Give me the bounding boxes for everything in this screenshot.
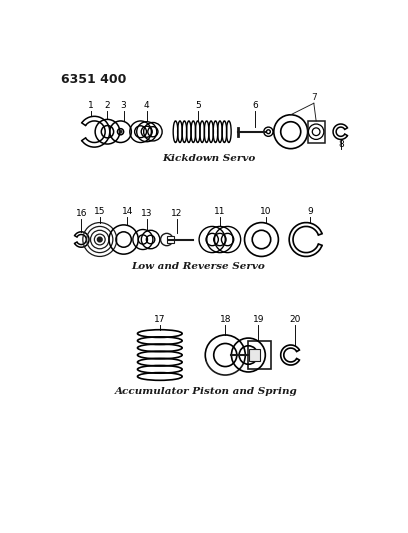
Text: 19: 19 — [253, 315, 264, 324]
Text: 2: 2 — [104, 101, 110, 110]
Bar — [249, 349, 260, 361]
Text: 10: 10 — [260, 207, 272, 216]
Text: Low and Reverse Servo: Low and Reverse Servo — [131, 262, 265, 271]
Text: 6351 400: 6351 400 — [61, 73, 126, 86]
Bar — [167, 237, 175, 243]
Text: 14: 14 — [122, 207, 133, 216]
Text: 8: 8 — [338, 140, 344, 149]
Text: 11: 11 — [214, 207, 226, 216]
Text: Kickdown Servo: Kickdown Servo — [162, 154, 256, 163]
Text: 12: 12 — [171, 209, 182, 218]
Text: Accumulator Piston and Spring: Accumulator Piston and Spring — [115, 386, 297, 395]
Text: 5: 5 — [195, 101, 201, 110]
Text: 1: 1 — [88, 101, 93, 110]
Text: 17: 17 — [154, 315, 166, 324]
Text: 4: 4 — [144, 101, 150, 110]
Text: 7: 7 — [311, 93, 317, 102]
Text: 15: 15 — [94, 207, 106, 216]
Text: 20: 20 — [289, 315, 300, 324]
Text: 6: 6 — [253, 101, 258, 110]
Text: 9: 9 — [307, 207, 313, 216]
Text: 16: 16 — [75, 209, 87, 218]
Text: 3: 3 — [121, 101, 126, 110]
Text: 13: 13 — [141, 209, 153, 218]
Text: 18: 18 — [220, 315, 231, 324]
Circle shape — [119, 130, 122, 133]
Circle shape — [98, 238, 101, 241]
Bar — [308, 121, 325, 142]
Bar — [248, 341, 271, 369]
